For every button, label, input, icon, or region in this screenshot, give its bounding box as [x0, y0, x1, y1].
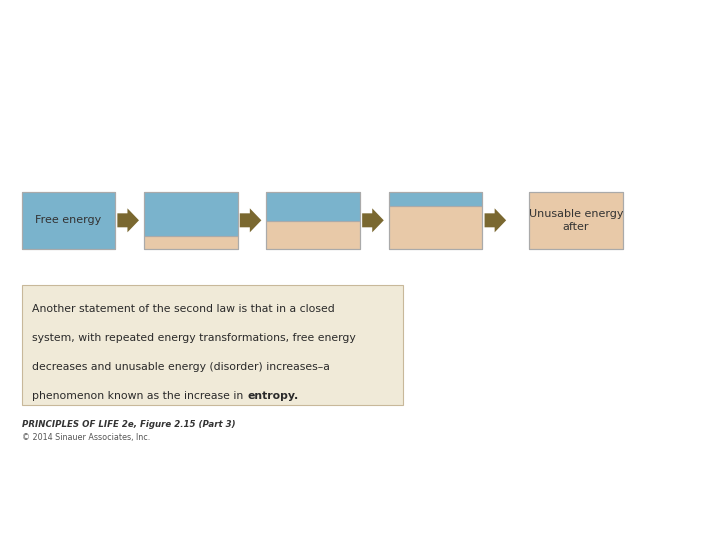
Text: Free energy: Free energy — [35, 215, 102, 225]
Text: Figure 2.15  The Laws of Thermodynamics (Part 3): Figure 2.15 The Laws of Thermodynamics (… — [9, 13, 394, 28]
Bar — [144, 192, 238, 237]
Text: PRINCIPLES OF LIFE 2e, Figure 2.15 (Part 3): PRINCIPLES OF LIFE 2e, Figure 2.15 (Part… — [22, 420, 235, 429]
Bar — [266, 192, 360, 221]
Bar — [144, 237, 238, 249]
FancyArrow shape — [362, 208, 384, 232]
Bar — [389, 192, 482, 206]
FancyArrow shape — [485, 208, 506, 232]
FancyArrow shape — [117, 208, 139, 232]
Bar — [529, 192, 623, 249]
Text: system, with repeated energy transformations, free energy: system, with repeated energy transformat… — [32, 333, 356, 343]
Bar — [22, 192, 115, 249]
Text: decreases and unusable energy (disorder) increases–a: decreases and unusable energy (disorder)… — [32, 362, 330, 372]
Bar — [389, 206, 482, 249]
Bar — [266, 221, 360, 249]
Bar — [22, 192, 115, 249]
Text: entropy.: entropy. — [248, 391, 299, 401]
Bar — [389, 192, 482, 249]
Bar — [144, 192, 238, 249]
FancyArrow shape — [240, 208, 261, 232]
Text: Unusable energy
after: Unusable energy after — [528, 209, 624, 232]
Text: phenomenon known as the increase in: phenomenon known as the increase in — [32, 391, 246, 401]
Text: © 2014 Sinauer Associates, Inc.: © 2014 Sinauer Associates, Inc. — [22, 433, 150, 442]
Bar — [22, 285, 403, 405]
Text: Another statement of the second law is that in a closed: Another statement of the second law is t… — [32, 304, 334, 314]
Bar — [266, 192, 360, 249]
Bar — [529, 192, 623, 249]
